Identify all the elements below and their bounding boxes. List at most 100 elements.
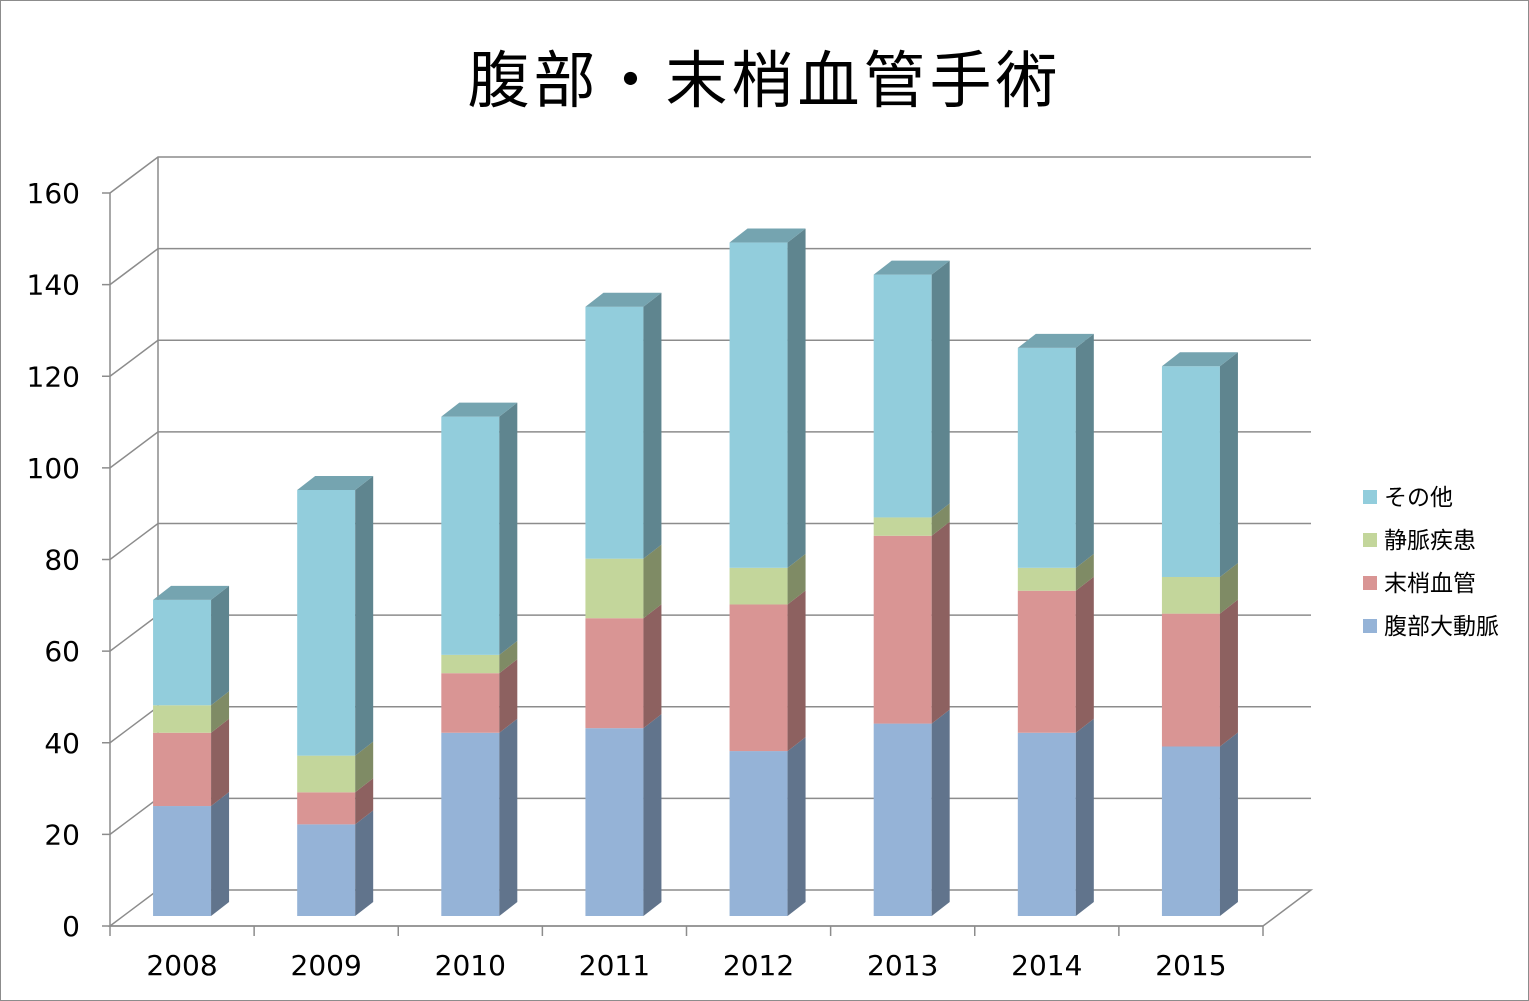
x-tick-label: 2008 [146,949,217,982]
bar-side [499,718,518,916]
y-tick-label: 120 [27,360,80,393]
bar-side [211,718,230,807]
bar-top [1161,352,1238,367]
y-tick-label: 20 [44,818,80,851]
bar-segment [441,416,500,655]
bar-segment [729,242,788,568]
axes [102,192,1264,936]
bar-side [1075,718,1094,916]
bar-side [787,228,806,568]
bar-side [1219,562,1238,614]
legend-swatch [1363,576,1377,590]
bar-segment [441,732,500,916]
bar-top [729,228,806,243]
bar-side [1219,732,1238,916]
bar-segment [297,755,356,793]
bar-side [1219,352,1238,577]
bar-segment [297,489,356,756]
legend-label: 末梢血管 [1384,571,1476,597]
legend-label: 静脈疾患 [1384,528,1476,554]
gridline [109,522,1311,561]
x-tick-label: 2012 [723,949,794,982]
y-tick-labels: 0 20 40 60 80 100 120 140 160 [27,177,80,943]
bar-segment [873,723,932,916]
bar-series [153,228,1238,916]
y-tick-label: 0 [62,910,80,943]
bar-segment [729,567,788,605]
bar-segment [585,728,644,916]
bar-side [499,659,518,733]
bar-side [787,553,806,605]
x-tick-label: 2014 [1011,949,1082,982]
bar-segment [441,654,500,674]
bar-top [441,402,518,417]
x-tick-labels: 2008 2009 2010 2011 2012 2013 2014 2015 [146,949,1226,982]
bar-segment [1161,746,1220,916]
y-tick-label: 100 [27,452,80,485]
bar-side [355,475,374,756]
y-tick-label: 60 [44,635,80,668]
gridlines [109,156,1311,835]
legend-label: 腹部大動脈 [1384,614,1499,640]
bar-side [931,260,950,518]
x-tick-label: 2015 [1155,949,1226,982]
bar-segment [153,705,212,733]
bar-side [643,714,662,916]
x-tick-label: 2013 [867,949,938,982]
bar-side [1219,599,1238,747]
bar-segment [585,558,644,619]
bar-segment [153,599,212,706]
gridline [109,431,1311,469]
x-tick-label: 2009 [291,949,362,982]
gridline [109,797,1311,835]
legend-swatch [1363,619,1377,633]
gridline [109,339,1311,377]
y-tick-label: 40 [44,727,80,760]
bar-top [153,585,230,600]
bar-side [931,521,950,724]
bar-segment [153,806,212,916]
bar-side [211,585,230,706]
legend-swatch [1363,533,1377,547]
bar-segment [297,792,356,825]
y-tick-label: 140 [27,269,80,302]
bar-side [787,737,806,916]
bar-segment [297,824,356,916]
bar-side [787,590,806,752]
bar-segment [441,673,500,733]
bar-side [1075,553,1094,591]
bar-segment [1161,366,1220,577]
x-tick-label: 2011 [579,949,650,982]
bar-side [931,709,950,916]
bar-segment [1017,590,1076,733]
bar-segment [1017,567,1076,591]
bar-top [297,475,374,490]
bar-side [643,604,662,729]
chart-floor [107,889,1314,927]
bar-side [355,810,374,916]
bar-segment [729,604,788,752]
y-tick-label: 160 [27,177,80,210]
gridline [109,156,1311,194]
bar-segment [1017,732,1076,916]
bar-segment [873,274,932,518]
legend-label: その他 [1384,485,1453,511]
bar-top [1017,333,1094,348]
bar-side [355,741,374,793]
bar-segment [873,517,932,536]
gridline [109,614,1311,652]
y-tick-label: 80 [44,544,80,577]
bar-segment [1017,347,1076,568]
bar-segment [153,732,212,807]
bar-top [585,292,662,307]
bar-top [873,260,950,275]
bar-side [499,640,518,674]
bar-side [643,544,662,619]
bar-side [1075,333,1094,568]
chart-walls [107,157,1314,927]
bar-side [355,778,374,825]
bar-segment [1161,576,1220,614]
bar-segment [585,618,644,729]
